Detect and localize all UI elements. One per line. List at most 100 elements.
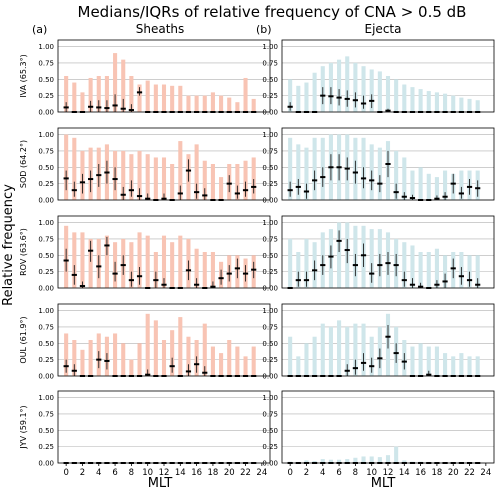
bar (426, 346, 431, 376)
bar (210, 252, 215, 288)
bar (475, 356, 480, 376)
bar (377, 457, 382, 463)
y-tick-label: 0.25 (38, 92, 54, 100)
bar (377, 147, 382, 200)
x-tick-label: 8 (353, 468, 358, 478)
bar (129, 359, 134, 376)
y-tick-label: 0.50 (38, 340, 54, 348)
bar (394, 79, 399, 112)
x-tick-label: 2 (304, 468, 309, 478)
bar (361, 456, 366, 463)
bar (369, 69, 374, 112)
bar (121, 150, 126, 200)
y-tick-label: 0.75 (38, 323, 54, 331)
x-tick-label: 10 (366, 468, 377, 478)
panel-b-1: 0.00 0.25 0.50 0.75 1.00 (262, 39, 495, 117)
bar (288, 238, 293, 288)
y-tick-label: 0.50 (262, 252, 278, 260)
y-tick-label: 0.25 (38, 443, 54, 451)
bar (418, 343, 423, 376)
bar (304, 147, 309, 200)
bar (96, 76, 101, 112)
bar (434, 177, 439, 200)
x-tick-label: 24 (256, 468, 267, 478)
bar (418, 89, 423, 112)
bar (145, 154, 150, 200)
bar (194, 144, 199, 200)
y-tick-label: 0.25 (38, 180, 54, 188)
bar (361, 66, 366, 112)
bar (104, 235, 109, 288)
bar (145, 80, 150, 112)
bar (64, 76, 69, 112)
bar (194, 248, 199, 288)
bar (227, 340, 232, 376)
bar (377, 71, 382, 112)
bar (475, 255, 480, 288)
panel-frame (57, 39, 271, 113)
bar (418, 252, 423, 288)
bar (369, 229, 374, 288)
bar (80, 349, 85, 376)
x-tick-label: 18 (208, 468, 219, 478)
bar (88, 238, 93, 288)
panel-b-3: 0.00 0.25 0.50 0.75 1.00 (262, 215, 495, 293)
bar (88, 77, 93, 112)
bar (88, 340, 93, 376)
y-tick-label: 0.50 (262, 340, 278, 348)
x-tick-label: 6 (336, 468, 341, 478)
bar (443, 255, 448, 288)
panel-frame (57, 215, 271, 289)
bar (235, 102, 240, 112)
bar (353, 457, 358, 463)
bar (434, 248, 439, 288)
y-tick-label: 0.00 (262, 373, 278, 381)
bar (410, 87, 415, 112)
bar (251, 346, 256, 376)
bar (443, 93, 448, 112)
x-tick-label: 12 (159, 468, 170, 478)
bar (113, 333, 118, 376)
panel-a-2: 0.00 0.25 0.50 0.75 1.00 SOD (64.2°) (19, 127, 271, 205)
bar (288, 79, 293, 112)
x-tick-label: 22 (240, 468, 251, 478)
x-axis-label-a: MLT (148, 476, 173, 491)
bar (137, 343, 142, 376)
bar (475, 100, 480, 112)
bar (170, 330, 175, 376)
bar (304, 238, 309, 288)
bar (153, 84, 158, 112)
x-tick-label: 20 (224, 468, 235, 478)
y-tick-label: 1.00 (262, 43, 278, 51)
panel-frame (57, 390, 271, 464)
y-tick-label: 0.75 (262, 235, 278, 243)
bar (170, 85, 175, 112)
bar (337, 222, 342, 288)
bar (337, 459, 342, 463)
bar (72, 232, 77, 288)
y-tick-label: 0.00 (262, 109, 278, 117)
bar (153, 157, 158, 200)
bar (161, 157, 167, 200)
panel-a-4: 0.00 0.25 0.50 0.75 1.00 OUL (61.9°) (19, 303, 271, 381)
y-tick-label: 0.75 (38, 147, 54, 155)
y-axis-label: Relative frequency (1, 184, 16, 306)
y-tick-label: 0.25 (262, 180, 278, 188)
bar (137, 150, 142, 200)
bar (345, 56, 350, 112)
bar (186, 336, 191, 376)
bar (235, 346, 240, 376)
y-tick-label: 0.50 (262, 427, 278, 435)
station-label: ROV (63.6°) (19, 228, 28, 276)
y-tick-label: 1.00 (262, 394, 278, 402)
bar (337, 320, 342, 376)
bar (288, 137, 293, 200)
y-tick-label: 1.00 (38, 43, 54, 51)
column-b-tag: (b) (256, 23, 272, 36)
y-tick-label: 0.50 (38, 164, 54, 172)
bar (153, 252, 158, 288)
bar (72, 340, 77, 376)
bar (121, 59, 126, 112)
